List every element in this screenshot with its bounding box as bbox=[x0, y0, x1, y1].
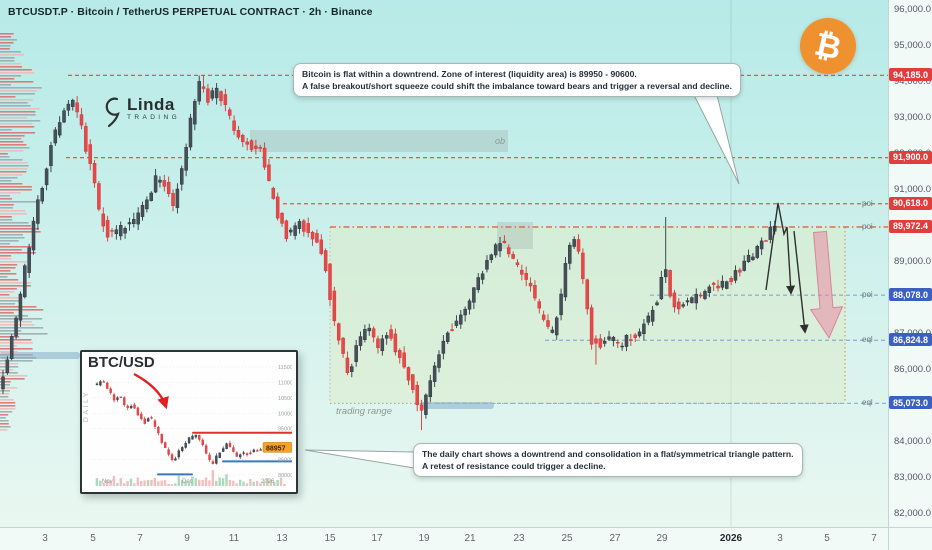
time-axis-label: 17 bbox=[371, 533, 383, 544]
price-axis-label: 93,000.0 bbox=[894, 112, 931, 123]
time-axis-label: 25 bbox=[561, 533, 573, 544]
time-axis[interactable]: 3 5 7 9 11 13 15 17 19 21 23 25 27 29 2026 3 5 7 bbox=[0, 527, 888, 550]
svg-text:95000: 95000 bbox=[278, 427, 292, 433]
bitcoin-logo-icon: ₿ bbox=[800, 18, 856, 74]
svg-text:105000: 105000 bbox=[278, 396, 292, 402]
daily-inset-chart: BTC/USD DAILY 115000 110000 105000 100000 95… bbox=[80, 350, 298, 494]
inset-timeframe-label: DAILY bbox=[83, 390, 90, 423]
time-axis-label: 2026 bbox=[719, 533, 743, 544]
time-axis-label: 11 bbox=[228, 533, 240, 544]
time-axis-label: 5 bbox=[90, 533, 96, 544]
inset-chart-svg: 115000 110000 105000 100000 95000 85000 80000 N… bbox=[92, 365, 292, 486]
watermark-sub: TRADING bbox=[127, 114, 181, 121]
time-axis-label: 21 bbox=[464, 533, 476, 544]
inset-down-arrow bbox=[133, 372, 169, 410]
volume-profile bbox=[0, 33, 48, 431]
level-marker-eql: eql bbox=[862, 398, 873, 408]
price-tag-blue: 85,073.0 bbox=[889, 396, 932, 410]
trading-range-box bbox=[329, 226, 846, 404]
svg-text:Nov: Nov bbox=[102, 479, 113, 485]
price-tag-red: 89,972.4 bbox=[889, 219, 932, 233]
price-axis-label: 94,000.0 bbox=[894, 76, 931, 87]
price-tag-red: 90,618.0 bbox=[889, 196, 932, 210]
top-annotation-line2: A false breakout/short squeeze could shi… bbox=[302, 81, 732, 91]
svg-text:2026: 2026 bbox=[261, 479, 275, 485]
top-annotation-callout: Bitcoin is flat within a downtrend. Zone… bbox=[293, 63, 741, 97]
price-axis[interactable]: 96,000.095,000.094,000.093,000.092,000.0… bbox=[888, 0, 932, 527]
order-block-label: ob bbox=[495, 136, 506, 146]
top-annotation-line1: Bitcoin is flat within a downtrend. Zone… bbox=[302, 69, 637, 79]
svg-text:110000: 110000 bbox=[278, 380, 292, 386]
price-axis-label: 83,000.0 bbox=[894, 472, 931, 483]
price-axis-label: 84,000.0 bbox=[894, 436, 931, 447]
level-marker-poi: poi bbox=[862, 221, 873, 231]
time-axis-label: 27 bbox=[609, 533, 621, 544]
price-axis-label: 91,000.0 bbox=[894, 184, 931, 195]
projection-arrows bbox=[765, 202, 809, 334]
candlestick-series bbox=[1, 75, 777, 431]
price-axis-label: 89,000.0 bbox=[894, 256, 931, 267]
bottom-annotation-line1: The daily chart shows a downtrend and co… bbox=[422, 449, 794, 459]
time-axis-label: 13 bbox=[276, 533, 288, 544]
time-axis-label: 29 bbox=[656, 533, 668, 544]
watermark-figure-icon bbox=[105, 97, 120, 128]
symbol-title: BTCUSDT.P · Bitcoin / TetherUS PERPETUAL… bbox=[8, 6, 373, 18]
svg-text:Dec: Dec bbox=[182, 479, 193, 485]
svg-text:80000: 80000 bbox=[278, 473, 292, 479]
svg-text:85000: 85000 bbox=[278, 458, 292, 464]
bitcoin-symbol: ₿ bbox=[811, 25, 845, 67]
order-block-zones bbox=[250, 130, 533, 249]
time-axis-label: 7 bbox=[871, 533, 877, 544]
bottom-annotation-callout: The daily chart shows a downtrend and co… bbox=[413, 443, 803, 477]
price-axis-label: 86,000.0 bbox=[894, 364, 931, 375]
price-axis-label: 96,000.0 bbox=[894, 4, 931, 15]
price-tag-red: 94,185.0 bbox=[889, 68, 932, 82]
price-axis-label: 95,000.0 bbox=[894, 40, 931, 51]
inset-title: BTC/USD bbox=[88, 354, 155, 371]
impulse-down-arrow bbox=[809, 230, 844, 340]
time-axis-label: 15 bbox=[324, 533, 336, 544]
level-marker-poi: poi bbox=[862, 290, 873, 300]
linda-trading-watermark: Linda TRADING bbox=[103, 96, 180, 130]
svg-text:100000: 100000 bbox=[278, 411, 292, 417]
svg-text:115000: 115000 bbox=[278, 365, 292, 371]
axis-corner bbox=[888, 527, 932, 550]
time-axis-label: 7 bbox=[137, 533, 143, 544]
time-axis-label: 23 bbox=[513, 533, 525, 544]
time-axis-label: 9 bbox=[184, 533, 190, 544]
watermark-name: Linda bbox=[127, 95, 175, 114]
svg-text:88957: 88957 bbox=[266, 445, 286, 452]
inset-price-tag bbox=[262, 442, 292, 453]
price-tag-blue: 88,078.0 bbox=[889, 288, 932, 302]
time-axis-label: 5 bbox=[824, 533, 830, 544]
time-axis-label: 3 bbox=[42, 533, 48, 544]
price-axis-label: 82,000.0 bbox=[894, 508, 931, 519]
time-axis-label: 19 bbox=[418, 533, 430, 544]
level-marker-eql: eql bbox=[862, 335, 873, 345]
time-axis-label: 3 bbox=[777, 533, 783, 544]
level-marker-poi: poi bbox=[862, 198, 873, 208]
main-chart-svg bbox=[0, 0, 888, 527]
bottom-annotation-line2: A retest of resistance could trigger a d… bbox=[422, 461, 606, 471]
price-tag-red: 91,900.0 bbox=[889, 150, 932, 164]
trading-range-label: trading range bbox=[336, 406, 392, 417]
price-tag-blue: 86,824.8 bbox=[889, 333, 932, 347]
